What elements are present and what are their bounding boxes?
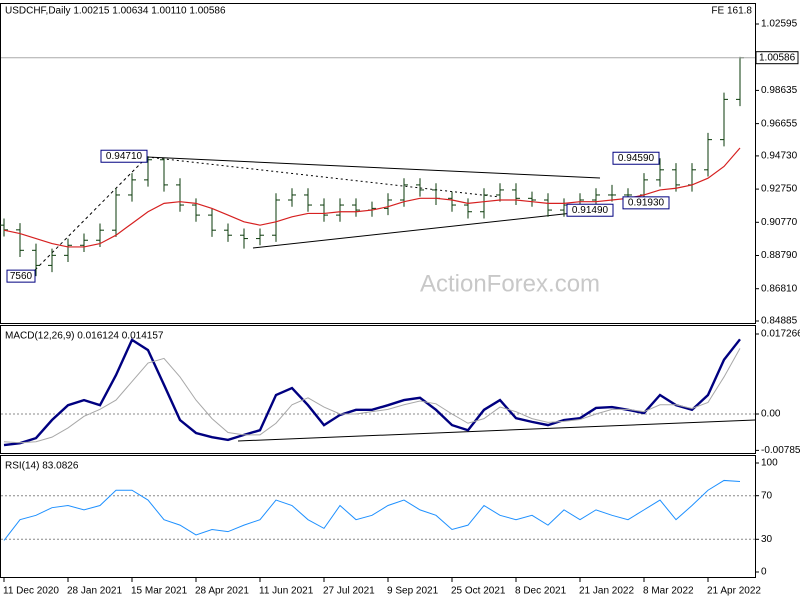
y-tick-label: 0.98635 [761, 85, 798, 96]
x-tick-label: 11 Dec 2020 [3, 586, 59, 597]
annotation-box [612, 151, 660, 165]
trendline-dashed [34, 156, 148, 271]
last-price-label: 1.00586 [759, 52, 796, 63]
rsi-panel [0, 455, 756, 578]
annotation-box [6, 269, 36, 283]
x-tick-label: 15 Mar 2021 [131, 586, 188, 597]
y-tick-label: 0.90770 [761, 217, 798, 228]
x-tick-label: 27 Jul 2021 [323, 586, 375, 597]
trendline-dotted [146, 156, 501, 198]
annotation-label: 0.94710 [106, 151, 143, 162]
watermark: ActionForex.com [420, 270, 600, 297]
price-panel [0, 3, 756, 324]
x-tick-label: 28 Jan 2021 [67, 586, 122, 597]
x-tick-label: 21 Jan 2022 [579, 586, 634, 597]
y-tick-label: 70 [761, 490, 773, 501]
annotation-label: 7560 [10, 271, 33, 282]
annotation-label: 0.91930 [628, 197, 665, 208]
trendline [146, 156, 601, 179]
corner-label: FE 161.8 [711, 6, 752, 17]
x-tick-label: 8 Dec 2021 [515, 586, 567, 597]
x-tick-label: 21 Apr 2022 [707, 586, 761, 597]
y-tick-label: 0.94730 [761, 151, 798, 162]
y-tick-label: 0.86810 [761, 283, 798, 294]
macd-trendline [237, 419, 756, 442]
y-tick-label: 0.84885 [761, 316, 798, 327]
series-line [3, 348, 741, 444]
x-tick-label: 8 Mar 2022 [643, 586, 694, 597]
trendline [252, 209, 601, 249]
series-line [3, 338, 741, 447]
x-tick-label: 9 Sep 2021 [387, 586, 439, 597]
macd-title: MACD(12,26,9) 0.016124 0.014157 [5, 331, 164, 342]
y-tick-label: -0.007856 [761, 445, 800, 456]
x-tick-label: 25 Oct 2021 [451, 586, 506, 597]
y-tick-label: 0.00 [761, 409, 781, 420]
bars [0, 56, 744, 277]
series-line [3, 479, 741, 541]
y-tick-label: 0.88790 [761, 250, 798, 261]
annotation-box [622, 196, 670, 210]
annotation-box [566, 203, 614, 217]
annotation-label: 0.91490 [572, 205, 609, 216]
annotation-box [100, 149, 148, 163]
y-tick-label: 30 [761, 534, 773, 545]
y-tick-label: 0.96655 [761, 118, 798, 129]
rsi-title: RSI(14) 83.0826 [5, 461, 79, 472]
y-tick-label: 0.017266 [761, 329, 800, 340]
x-tick-label: 11 Jun 2021 [259, 586, 314, 597]
y-tick-label: 0 [761, 567, 767, 578]
trendlines [34, 156, 756, 442]
x-tick-label: 28 Apr 2021 [195, 586, 249, 597]
macd-panel [0, 325, 756, 454]
annotation-label: 0.94590 [618, 153, 655, 164]
y-tick-label: 100 [761, 458, 778, 469]
last-price-box [755, 51, 799, 65]
y-tick-label: 1.02595 [761, 19, 798, 30]
moving-average [3, 147, 741, 248]
y-tick-label: 0.92750 [761, 184, 798, 195]
chart-title: USDCHF,Daily 1.00215 1.00634 1.00110 1.0… [5, 6, 226, 17]
